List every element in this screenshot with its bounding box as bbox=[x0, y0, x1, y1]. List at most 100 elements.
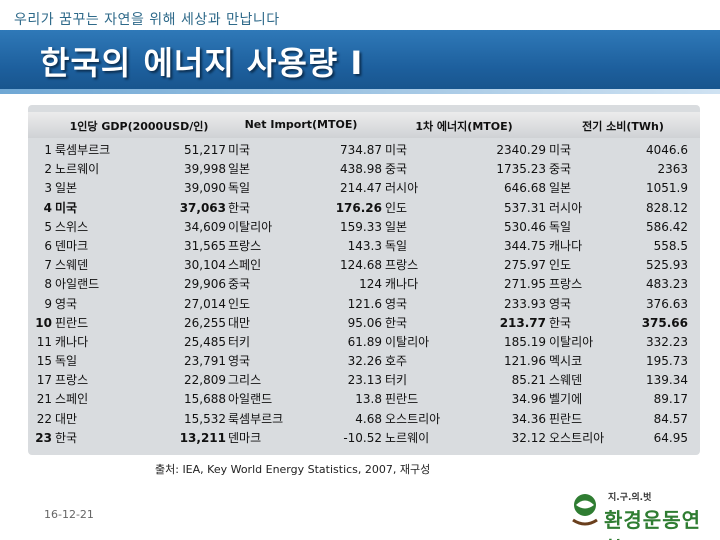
gdp-country-cell: 스위스 bbox=[55, 219, 89, 234]
logo-main-text: 환경운동연합 bbox=[604, 508, 701, 540]
gdp-value-cell: 39,090 bbox=[184, 181, 226, 196]
gdp-country-cell: 캐나다 bbox=[55, 334, 89, 349]
row-rank: 11 bbox=[36, 334, 52, 349]
table-row: 4 미국 37,063 한국 176.26 인도 537.31 러시아 828.12 bbox=[28, 199, 700, 218]
import-value-cell: 124 bbox=[359, 277, 382, 292]
primary-value-cell: 275.97 bbox=[504, 258, 546, 273]
gdp-value-cell: 13,211 bbox=[179, 430, 226, 445]
primary-value-cell: 1735.23 bbox=[496, 162, 546, 177]
import-value-cell: 4.68 bbox=[355, 411, 382, 426]
electricity-value-cell: 586.42 bbox=[646, 219, 688, 234]
primary-value-cell: 85.21 bbox=[511, 373, 546, 388]
gdp-value-cell: 29,906 bbox=[184, 277, 226, 292]
import-value-cell: 95.06 bbox=[347, 315, 382, 330]
primary-value-cell: 2340.29 bbox=[496, 143, 546, 157]
logo-small-text: 지.구.의.벗 bbox=[608, 493, 652, 503]
import-country-cell: 룩셈부르크 bbox=[228, 411, 284, 426]
earth-hand-icon bbox=[572, 494, 598, 526]
import-country-cell: 인도 bbox=[228, 296, 251, 311]
gdp-country-cell: 한국 bbox=[55, 430, 78, 445]
import-country-cell: 터키 bbox=[228, 334, 251, 349]
row-rank: 17 bbox=[36, 373, 52, 388]
row-rank: 23 bbox=[35, 430, 52, 445]
primary-value-cell: 537.31 bbox=[504, 200, 546, 215]
slide-title: 한국의 에너지 사용량 I bbox=[40, 44, 364, 82]
primary-value-cell: 530.46 bbox=[504, 219, 546, 234]
primary-value-cell: 34.96 bbox=[511, 392, 546, 407]
electricity-value-cell: 332.23 bbox=[646, 334, 688, 349]
gdp-country-cell: 덴마크 bbox=[55, 238, 89, 253]
gdp-value-cell: 31,565 bbox=[184, 238, 226, 253]
row-rank: 22 bbox=[36, 411, 52, 426]
electricity-country-cell: 핀란드 bbox=[549, 411, 583, 426]
gdp-country-cell: 영국 bbox=[55, 296, 78, 311]
import-country-cell: 대만 bbox=[228, 315, 251, 330]
table-row: 3 일본 39,090 독일 214.47 러시아 646.68 일본 1051.9 bbox=[28, 179, 700, 198]
electricity-country-cell: 프랑스 bbox=[549, 277, 583, 292]
import-value-cell: -10.52 bbox=[343, 430, 382, 445]
import-country-cell: 한국 bbox=[228, 200, 251, 215]
import-value-cell: 143.3 bbox=[347, 238, 382, 253]
gdp-value-cell: 15,532 bbox=[184, 411, 226, 426]
import-value-cell: 13.8 bbox=[355, 392, 382, 407]
table-row: 21 스페인 15,688 아일랜드 13.8 핀란드 34.96 벨기에 89.17 bbox=[28, 390, 700, 409]
header-gdp: 1인당 GDP(2000USD/인) bbox=[69, 120, 209, 133]
primary-value-cell: 344.75 bbox=[504, 238, 546, 253]
table-row: 5 스위스 34,609 이탈리아 159.33 일본 530.46 독일 586.42 bbox=[28, 218, 700, 237]
electricity-country-cell: 독일 bbox=[549, 219, 572, 234]
electricity-value-cell: 84.57 bbox=[653, 411, 688, 426]
energy-table: 1 룩셈부르크 51,217 미국 734.87 미국 2340.29 미국 4046.6 2 노르… bbox=[28, 141, 700, 448]
primary-country-cell: 핀란드 bbox=[385, 392, 419, 407]
table-row: 1 룩셈부르크 51,217 미국 734.87 미국 2340.29 미국 4046.6 bbox=[28, 141, 700, 160]
header-primary-energy: 1차 에너지(MTOE) bbox=[415, 120, 513, 133]
organization-logo: 지.구.의.벗 환경운동연합 bbox=[568, 488, 718, 540]
electricity-value-cell: 4046.6 bbox=[646, 143, 688, 157]
table-row: 15 독일 23,791 영국 32.26 호주 121.96 멕시코 195.73 bbox=[28, 352, 700, 371]
primary-value-cell: 32.12 bbox=[511, 430, 546, 445]
gdp-value-cell: 23,791 bbox=[184, 354, 226, 369]
electricity-country-cell: 한국 bbox=[549, 315, 572, 330]
primary-country-cell: 미국 bbox=[385, 143, 408, 157]
gdp-value-cell: 22,809 bbox=[184, 373, 226, 388]
gdp-country-cell: 일본 bbox=[55, 181, 78, 196]
import-country-cell: 중국 bbox=[228, 277, 251, 292]
electricity-country-cell: 미국 bbox=[549, 143, 572, 157]
electricity-country-cell: 인도 bbox=[549, 258, 572, 273]
import-country-cell: 그리스 bbox=[228, 373, 262, 388]
electricity-value-cell: 525.93 bbox=[646, 258, 688, 273]
row-rank: 10 bbox=[35, 315, 52, 330]
import-country-cell: 독일 bbox=[228, 181, 251, 196]
primary-country-cell: 이탈리아 bbox=[385, 334, 430, 349]
gdp-country-cell: 미국 bbox=[55, 200, 78, 215]
primary-value-cell: 271.95 bbox=[504, 277, 546, 292]
electricity-country-cell: 벨기에 bbox=[549, 392, 583, 407]
electricity-country-cell: 이탈리아 bbox=[549, 334, 594, 349]
electricity-value-cell: 1051.9 bbox=[646, 181, 688, 196]
slide-tagline: 우리가 꿈꾸는 자연을 위해 세상과 만납니다 bbox=[14, 12, 280, 28]
primary-country-cell: 오스트리아 bbox=[385, 411, 441, 426]
primary-value-cell: 213.77 bbox=[499, 315, 546, 330]
electricity-country-cell: 캐나다 bbox=[549, 238, 583, 253]
electricity-country-cell: 스웨덴 bbox=[549, 373, 583, 388]
gdp-country-cell: 프랑스 bbox=[55, 373, 89, 388]
import-value-cell: 121.6 bbox=[347, 296, 382, 311]
primary-value-cell: 185.19 bbox=[504, 334, 546, 349]
gdp-country-cell: 노르웨이 bbox=[55, 162, 100, 177]
gdp-value-cell: 26,255 bbox=[184, 315, 226, 330]
electricity-value-cell: 139.34 bbox=[646, 373, 688, 388]
row-rank: 9 bbox=[44, 296, 52, 311]
table-header-strip bbox=[28, 112, 700, 138]
gdp-value-cell: 39,998 bbox=[184, 162, 226, 177]
electricity-value-cell: 2363 bbox=[657, 162, 688, 177]
import-value-cell: 159.33 bbox=[340, 219, 382, 234]
import-country-cell: 영국 bbox=[228, 354, 251, 369]
header-electricity: 전기 소비(TWh) bbox=[582, 120, 664, 133]
gdp-value-cell: 34,609 bbox=[184, 219, 226, 234]
electricity-value-cell: 89.17 bbox=[653, 392, 688, 407]
primary-country-cell: 호주 bbox=[385, 354, 408, 369]
row-rank: 8 bbox=[44, 277, 52, 292]
electricity-value-cell: 64.95 bbox=[653, 430, 688, 445]
primary-country-cell: 중국 bbox=[385, 162, 408, 177]
primary-country-cell: 일본 bbox=[385, 219, 408, 234]
electricity-value-cell: 483.23 bbox=[646, 277, 688, 292]
